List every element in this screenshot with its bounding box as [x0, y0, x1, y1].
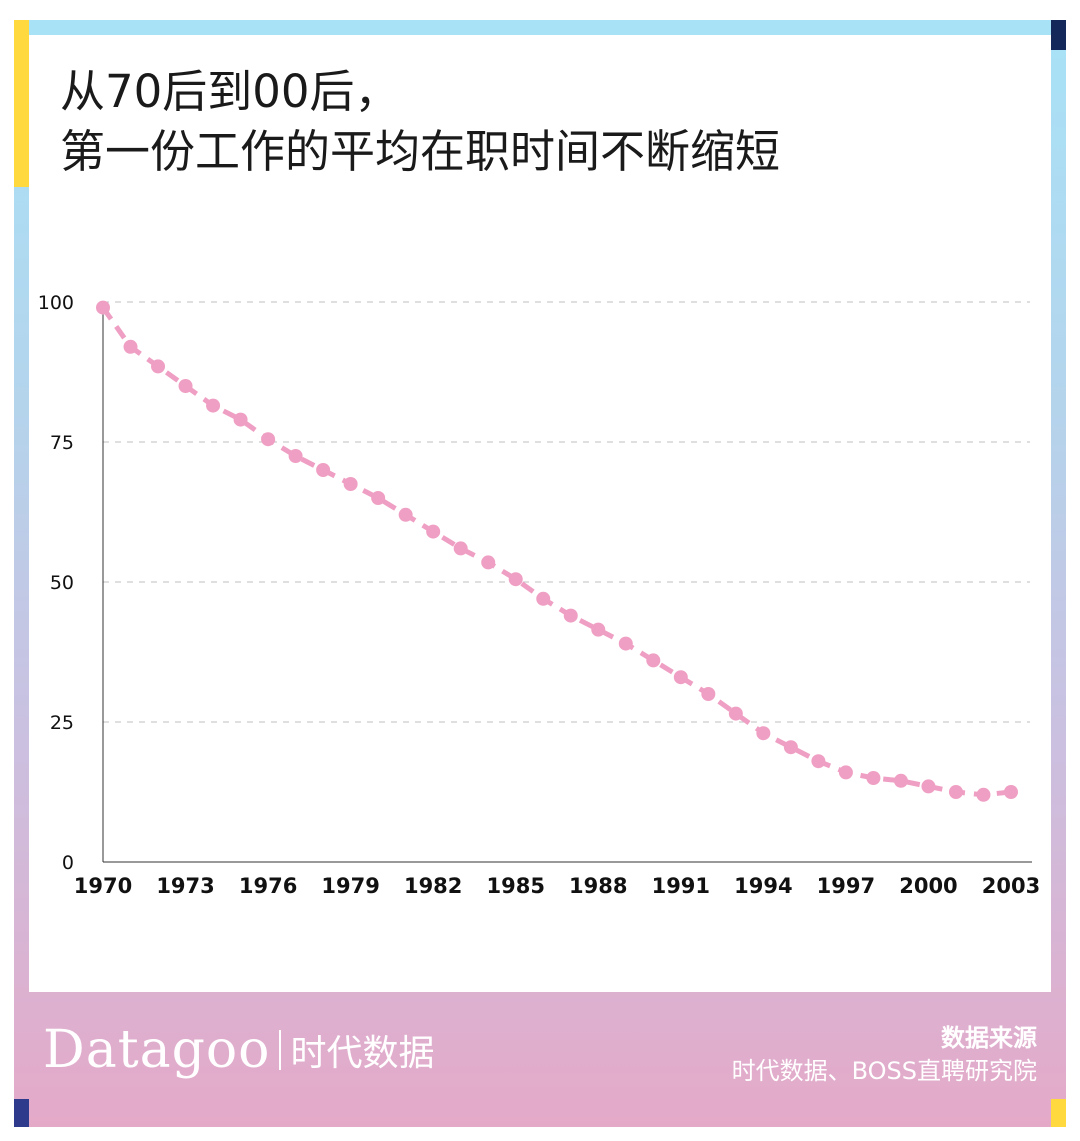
x-tick-label: 1991 [652, 874, 710, 898]
accent-bar-top-left [14, 20, 29, 187]
x-tick-label: 1970 [74, 874, 132, 898]
accent-bar-bottom-left [14, 1099, 29, 1127]
x-tick-label: 1979 [321, 874, 379, 898]
data-point [233, 412, 248, 427]
data-point [343, 477, 358, 491]
data-point [261, 432, 276, 447]
data-point [481, 555, 496, 570]
series-line [100, 306, 1012, 798]
chart-title-line2: 第一份工作的平均在职时间不断缩短 [60, 125, 781, 178]
data-point [206, 398, 221, 413]
data-point [756, 726, 771, 741]
x-tick-label: 1994 [734, 874, 792, 898]
data-point [288, 449, 303, 463]
y-tick-label: 75 [50, 432, 74, 454]
accent-bar-bottom-right [1051, 1099, 1066, 1127]
data-point [123, 339, 138, 354]
data-point [453, 541, 468, 556]
brand-separator [278, 1030, 281, 1070]
x-tick-label: 1982 [404, 874, 462, 898]
x-tick-label: 2000 [899, 874, 957, 898]
data-point [151, 359, 166, 374]
data-point [811, 754, 826, 769]
chart-title-line1: 从70后到00后， [60, 65, 400, 118]
data-point [178, 379, 193, 393]
footer: Datagoo 时代数据 数据来源 时代数据、BOSS直聘研究院 [29, 992, 1051, 1099]
source-text: 时代数据、BOSS直聘研究院 [731, 1057, 1037, 1085]
data-point [96, 300, 110, 315]
x-tick-label: 1997 [817, 874, 875, 898]
data-point [646, 653, 661, 668]
x-tick-label: 1985 [487, 874, 545, 898]
data-point [618, 636, 633, 651]
line-chart: 0 25 50 75 100 1970 1973 1976 1979 1982 1985 1988 19… [38, 292, 1040, 898]
accent-bar-top-right [1051, 20, 1066, 50]
y-tick-label: 25 [50, 712, 74, 734]
brand-logo: Datagoo 时代数据 [43, 1020, 435, 1080]
data-point [508, 572, 523, 587]
chart-title: 从70后到00后， 第一份工作的平均在职时间不断缩短 [60, 62, 1020, 182]
data-point [1004, 785, 1018, 799]
brand-name-cn: 时代数据 [290, 1033, 435, 1074]
source-label: 数据来源 [941, 1024, 1037, 1052]
data-point [701, 687, 716, 701]
x-tick-label: 1988 [569, 874, 627, 898]
data-point [783, 740, 798, 755]
data-point [536, 591, 551, 606]
y-tick-label: 50 [50, 572, 74, 594]
data-point [563, 608, 578, 623]
data-source: 数据来源 时代数据、BOSS直聘研究院 [732, 1022, 1037, 1088]
data-point [591, 622, 606, 637]
brand-name-en: Datagoo [43, 1020, 271, 1080]
data-point [673, 670, 688, 685]
chart-panel [29, 35, 1051, 992]
data-point [893, 773, 908, 788]
x-tick-label: 1976 [239, 874, 297, 898]
y-tick-label: 0 [62, 852, 74, 874]
data-point [398, 507, 413, 522]
data-point [866, 771, 881, 785]
data-point [371, 491, 386, 505]
data-point [316, 463, 331, 477]
data-point [728, 706, 743, 721]
x-tick-label: 2003 [982, 874, 1040, 898]
data-point [838, 765, 853, 780]
x-tick-label: 1973 [156, 874, 214, 898]
data-point [948, 785, 963, 799]
y-tick-label: 100 [38, 292, 74, 314]
data-point [426, 524, 441, 539]
data-point [976, 787, 991, 802]
data-point [921, 779, 936, 794]
